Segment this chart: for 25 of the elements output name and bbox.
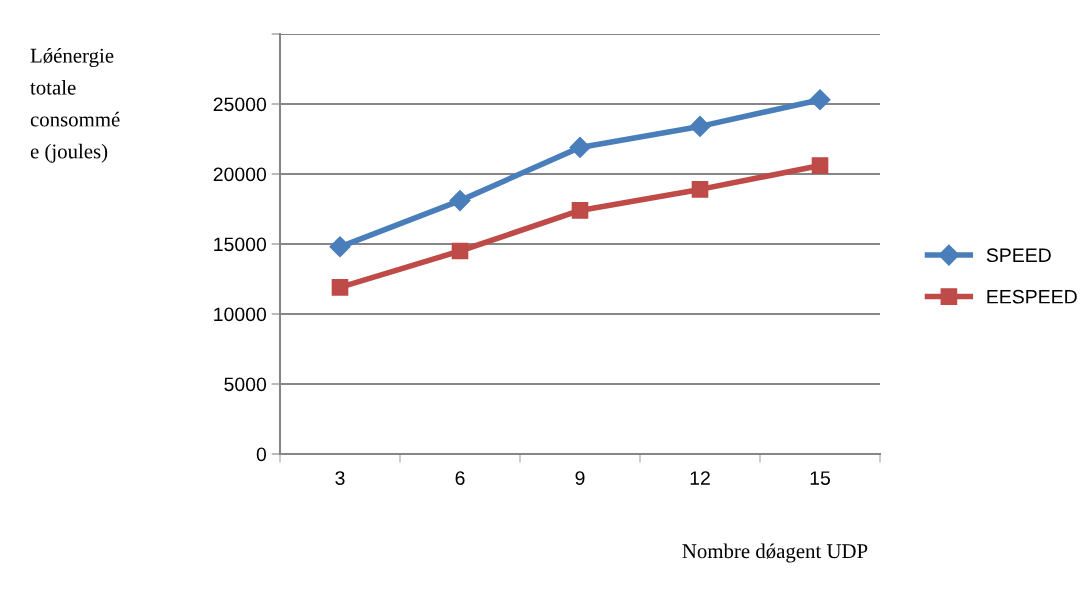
x-tick-label: 3 (335, 471, 345, 485)
y-tick-label: 10000 (214, 307, 267, 322)
x-tick-label: 9 (575, 471, 585, 485)
point (331, 279, 349, 296)
y-tick-label: 25000 (213, 97, 267, 112)
legend-label: SPEED (986, 248, 1051, 263)
x-tick-label: 15 (810, 471, 830, 485)
y-tick-label: 20000 (213, 167, 267, 182)
y-tick-label: 5000 (224, 377, 267, 392)
y-axis-title: Lǿénergie totale consommé e (joules) (30, 48, 120, 163)
point (569, 136, 591, 158)
point (329, 236, 351, 258)
x-tick-label: 6 (455, 471, 465, 485)
point (689, 115, 711, 137)
legend-label: EESPEED (987, 289, 1077, 304)
point (691, 181, 709, 198)
point (571, 202, 589, 219)
point (449, 190, 471, 212)
y-tick-label: 15000 (214, 237, 267, 252)
point (811, 157, 829, 174)
x-axis-title: Nombre dǿagent UDP (682, 543, 868, 563)
y-tick-label: 0 (256, 447, 267, 462)
x-tick-label: 12 (690, 471, 710, 485)
point (809, 89, 831, 111)
point (451, 242, 469, 260)
